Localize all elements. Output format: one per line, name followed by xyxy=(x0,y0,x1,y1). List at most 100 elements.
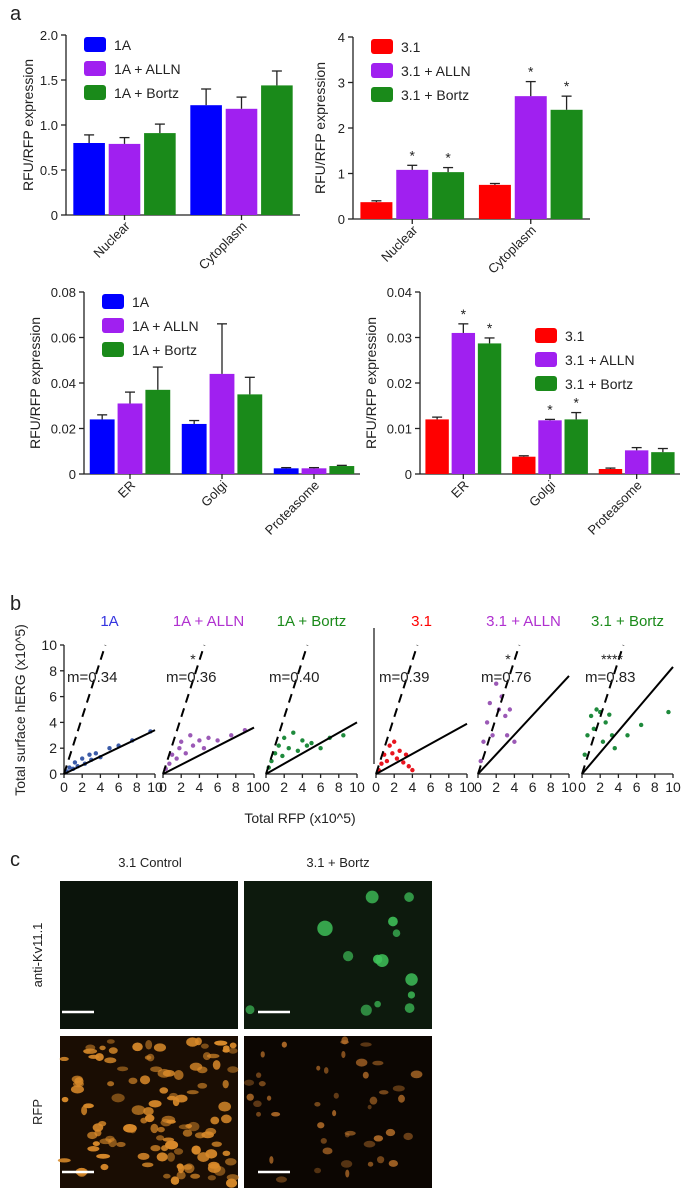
bar xyxy=(477,343,502,474)
cell xyxy=(244,1079,255,1086)
cell xyxy=(150,1145,161,1152)
point xyxy=(503,713,508,719)
point xyxy=(390,751,395,756)
reference-line xyxy=(581,644,625,775)
y-tick-label: 8 xyxy=(49,663,57,679)
cell xyxy=(360,1004,372,1016)
y-tick-label: 0 xyxy=(51,208,58,223)
point xyxy=(487,700,493,706)
micrograph xyxy=(60,881,238,1029)
point xyxy=(183,751,188,756)
cell xyxy=(141,1162,154,1168)
legend-label: 1A + ALLN xyxy=(114,61,181,77)
x-tick-label: Golgi xyxy=(198,477,230,509)
chart-title: 3.1 xyxy=(411,613,432,630)
cell xyxy=(340,1160,353,1168)
cell xyxy=(132,1042,143,1052)
legend-label: 3.1 xyxy=(401,39,421,55)
reference-line xyxy=(265,644,309,775)
x-tick-label: 10 xyxy=(349,779,365,795)
point xyxy=(300,738,305,743)
cell xyxy=(87,1131,98,1140)
fit-line xyxy=(162,726,255,775)
y-tick-label: 2.0 xyxy=(40,28,58,43)
fit-line xyxy=(63,729,156,775)
cell xyxy=(375,954,389,967)
x-tick-label: 10 xyxy=(147,779,163,795)
x-tick-label: 6 xyxy=(317,779,325,795)
cell xyxy=(183,1163,195,1174)
y-tick-label: 0.04 xyxy=(387,285,412,300)
legend-swatch xyxy=(84,85,106,100)
legend-label: 3.1 + Bortz xyxy=(401,87,469,103)
cell xyxy=(269,1156,274,1164)
cell xyxy=(144,1055,152,1060)
point xyxy=(107,746,112,751)
bar xyxy=(145,389,171,474)
cell xyxy=(341,1050,346,1059)
cell xyxy=(405,973,418,986)
cell xyxy=(316,1065,321,1071)
column-label: 3.1 + Bortz xyxy=(306,855,369,870)
cell xyxy=(246,1093,254,1101)
point xyxy=(229,733,234,738)
x-tick-label: 6 xyxy=(115,779,123,795)
cell xyxy=(156,1135,165,1141)
y-tick-label: 0.06 xyxy=(51,331,76,346)
cell xyxy=(165,1140,179,1150)
cell xyxy=(194,1037,202,1046)
cell xyxy=(258,1081,266,1087)
x-tick-label: Golgi xyxy=(526,477,558,509)
x-tick-label: 2 xyxy=(596,779,604,795)
cell xyxy=(344,1130,356,1136)
legend-label: 3.1 + Bortz xyxy=(565,376,633,392)
cell xyxy=(275,1176,288,1183)
cell xyxy=(212,1060,221,1070)
point xyxy=(93,751,99,756)
cell xyxy=(407,991,416,999)
point xyxy=(87,752,92,757)
reference-line xyxy=(477,644,521,775)
bar xyxy=(329,466,355,474)
legend-swatch xyxy=(535,352,557,367)
bar xyxy=(538,420,562,474)
cell xyxy=(131,1105,146,1116)
cell xyxy=(332,1110,337,1117)
cell xyxy=(222,1150,231,1157)
point xyxy=(67,765,72,770)
bar xyxy=(261,85,293,216)
y-tick-label: 0.5 xyxy=(40,163,58,178)
point xyxy=(280,753,285,759)
cell xyxy=(175,1094,188,1103)
x-axis-label: Total RFP (x10^5) xyxy=(244,810,355,826)
significance: * xyxy=(445,150,451,166)
point xyxy=(174,756,179,761)
cell xyxy=(260,1051,265,1058)
cell xyxy=(187,1121,200,1132)
point xyxy=(167,761,172,766)
cell xyxy=(61,1096,69,1103)
point xyxy=(410,767,415,773)
x-tick-label: ER xyxy=(115,478,138,501)
cell xyxy=(117,1066,129,1072)
significance: * xyxy=(528,64,534,80)
cell xyxy=(314,1101,321,1107)
y-axis-label: Total surface hERG (x10^5) xyxy=(12,624,28,796)
cell xyxy=(106,1039,115,1044)
cell xyxy=(189,1062,203,1071)
point xyxy=(304,743,310,748)
legend-swatch xyxy=(84,61,106,76)
cell xyxy=(208,1161,220,1169)
slope-label: m=0.39 xyxy=(379,669,429,686)
cell xyxy=(314,1167,322,1174)
x-tick-label: Proteasome xyxy=(262,478,322,538)
cell xyxy=(363,1140,376,1148)
y-tick-label: 0.04 xyxy=(51,376,76,391)
cell xyxy=(410,1070,423,1079)
cell xyxy=(228,1047,238,1054)
point xyxy=(309,740,314,746)
x-tick-label: Cytoplasm xyxy=(196,219,250,273)
significance: * xyxy=(410,147,416,163)
x-tick-label: Proteasome xyxy=(585,478,645,538)
